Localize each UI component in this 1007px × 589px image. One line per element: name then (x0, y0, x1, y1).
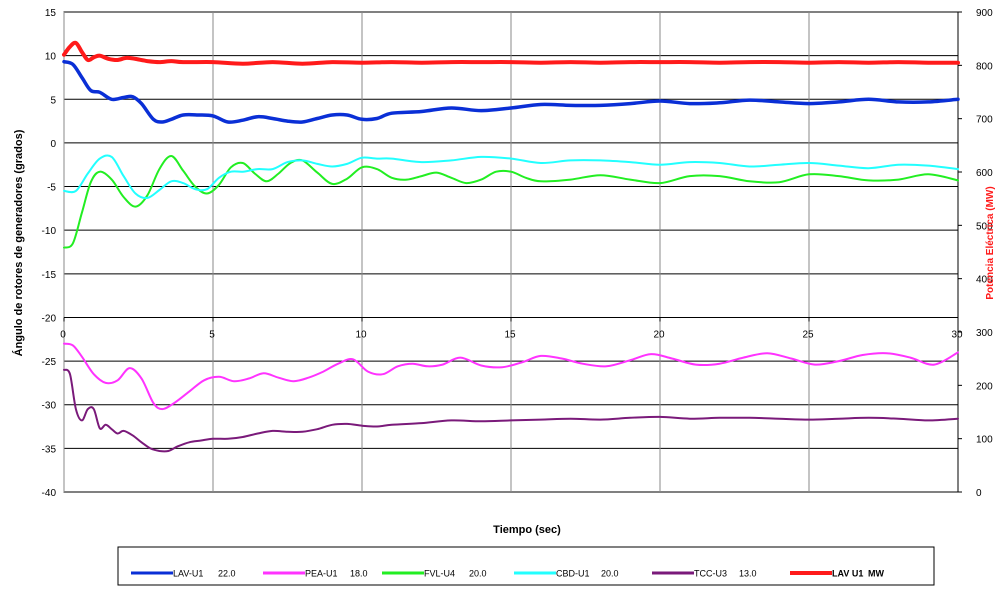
x-tick-label: 5 (209, 329, 215, 340)
legend-value-lav-u1: 22.0 (218, 569, 236, 579)
legend-value-fvl-u4: 20.0 (469, 569, 487, 579)
y2-tick-label: 600 (976, 168, 993, 179)
x-tick-label: 25 (802, 329, 814, 340)
series-line-lav-u1 (62, 40, 960, 66)
series-group (62, 40, 960, 453)
y-tick-label: 15 (45, 8, 57, 19)
y-tick-label: 5 (50, 95, 56, 106)
y2-axis-ticks: 900 800 700 600 500 400 300 200 100 0 (957, 8, 993, 499)
x-tick-label: 10 (355, 329, 367, 340)
legend-value-tcc-u3: 13.0 (739, 569, 757, 579)
x-tick-label: 15 (504, 329, 516, 340)
y2-tick-label: 0 (976, 488, 982, 499)
legend-label-lav-u1: LAV U1 (832, 569, 863, 579)
legend-label-lav-u1: LAV-U1 (173, 569, 203, 579)
y2-tick-label: 200 (976, 381, 993, 392)
y-tick-label: -35 (42, 444, 57, 455)
y-tick-label: 10 (45, 52, 57, 63)
legend-box (117, 546, 935, 586)
y-tick-label: -5 (47, 183, 56, 194)
y2-tick-label: 100 (976, 435, 993, 446)
legend-value-lav-u1: MW (868, 569, 884, 579)
legend-value-cbd-u1: 20.0 (601, 569, 619, 579)
y2-tick-label: 400 (976, 275, 993, 286)
x-tick-label: 0 (60, 329, 66, 340)
y-axis-ticks: 15 10 5 0 -5 -10 -15 -20 -25 -30 -35 -40 (42, 8, 57, 499)
series-line-lav-u1 (62, 59, 960, 124)
y-axis-title: Ángulo de rotores de generadores (grados… (12, 129, 25, 356)
y2-tick-label: 500 (976, 221, 993, 232)
legend-label-tcc-u3: TCC-U3 (694, 569, 727, 579)
y2-axis-title: Potencia Eléctrica (MW) (985, 186, 996, 299)
y2-tick-label: 900 (976, 8, 993, 19)
series-line-pea-u1 (63, 342, 959, 411)
series-line-fvl-u4 (63, 155, 959, 249)
y-tick-label: -25 (42, 357, 57, 368)
y-tick-label: -15 (42, 270, 57, 281)
y-tick-label: -20 (42, 313, 57, 324)
legend-label-fvl-u4: FVL-U4 (424, 569, 455, 579)
x-axis-title: Tiempo (sec) (493, 524, 561, 536)
legend-label-cbd-u1: CBD-U1 (556, 569, 590, 579)
y2-tick-label: 800 (976, 61, 993, 72)
y-tick-label: -30 (42, 401, 57, 412)
y2-tick-label: 700 (976, 115, 993, 126)
series-line-cbd-u1 (63, 154, 959, 200)
y2-tick-label: 300 (976, 328, 993, 339)
y-tick-label: -40 (42, 488, 57, 499)
legend: LAV-U1 22.0 PEA-U1 18.0 FVL-U4 20.0 CBD-U1 20.0… (117, 546, 935, 586)
y-tick-label: -10 (42, 226, 57, 237)
x-axis-ticks: 0 5 10 15 20 25 30 (60, 317, 963, 340)
y-tick-label: 0 (50, 139, 56, 150)
grid (63, 11, 959, 493)
x-tick-label: 20 (653, 329, 665, 340)
legend-label-pea-u1: PEA-U1 (305, 569, 338, 579)
series-line-tcc-u3 (63, 368, 959, 453)
x-tick-label: 30 (951, 329, 963, 340)
legend-value-pea-u1: 18.0 (350, 569, 368, 579)
